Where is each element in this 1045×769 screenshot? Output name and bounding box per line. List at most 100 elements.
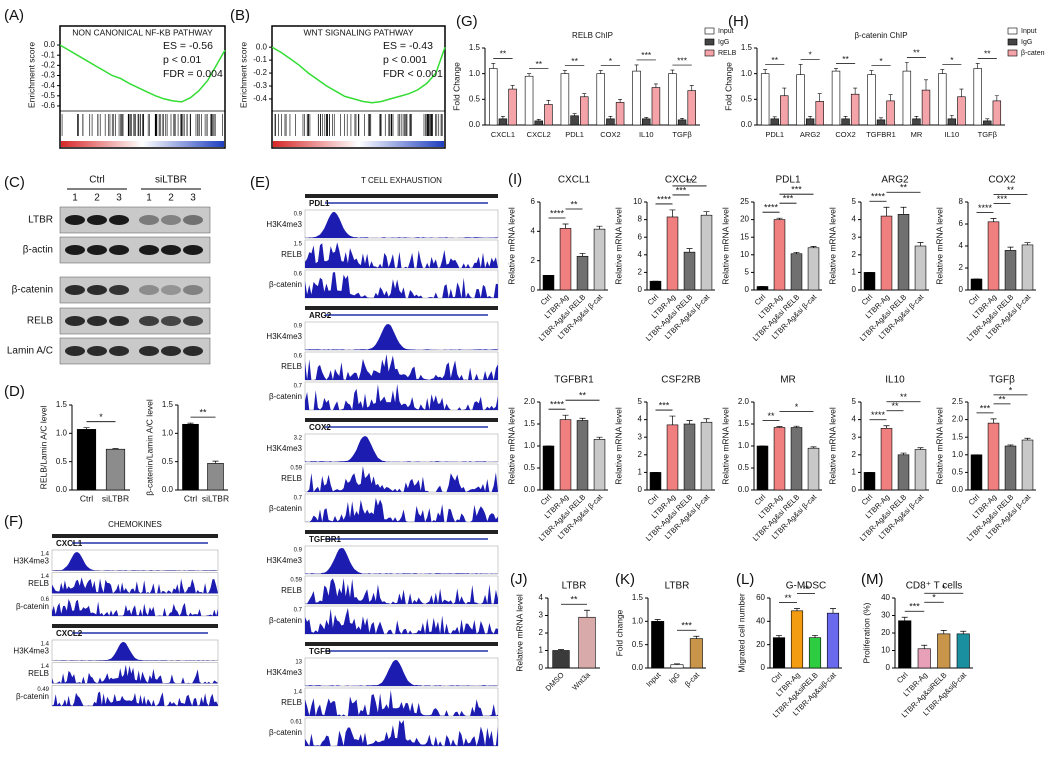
error-bar: [669, 415, 676, 425]
error-bar: [853, 87, 858, 95]
panel-label: (J): [510, 571, 528, 588]
bar: [683, 423, 696, 491]
track-max: 3.2: [294, 436, 303, 442]
sig-label: *: [1009, 385, 1013, 395]
sig-label: **: [900, 392, 908, 402]
sig-label: **: [984, 49, 991, 59]
track-label: RELB: [281, 474, 302, 483]
error-bar: [917, 242, 924, 246]
track-max: 13: [295, 660, 302, 666]
y-tick-label: 5: [852, 197, 857, 206]
track-label: β-catenin: [269, 616, 302, 625]
track-max: 1.4: [41, 664, 50, 670]
y-axis-label: β-catenin/Lamin A/C level: [144, 399, 154, 496]
bar: [826, 612, 840, 669]
bar: [580, 96, 589, 126]
y-tick-label: 40: [756, 616, 765, 625]
y-tick-label: 0.5: [952, 468, 964, 477]
track-max: 0.7: [294, 608, 303, 614]
y-tick-label: 0.0: [56, 485, 68, 494]
bar: [508, 88, 517, 126]
rank-gradient: [61, 141, 224, 147]
x-tick-label: Ctrl: [895, 670, 910, 685]
y-tick-label: 0.0: [524, 485, 536, 494]
sig-label: **: [771, 55, 778, 65]
chart-title: CXCL2: [665, 175, 698, 186]
bar: [534, 120, 543, 126]
y-tick-label: 6: [959, 219, 964, 228]
gene-label: COX2: [309, 423, 331, 432]
bar: [796, 74, 805, 126]
blot-band: [161, 245, 181, 255]
stat-label: FDR = 0.004: [163, 68, 223, 80]
bar: [756, 286, 769, 291]
error-bar: [112, 448, 119, 450]
error-bar: [582, 93, 587, 97]
track-max: 0.7: [294, 384, 303, 390]
chart-title: ARG2: [881, 175, 909, 186]
x-tick-label: IL10: [639, 130, 654, 139]
rank-gradient: [273, 141, 444, 147]
track-max: 0.6: [41, 597, 50, 603]
gene-label: CXCL1: [56, 539, 83, 548]
sig-label: ****: [764, 203, 779, 213]
x-tick-label: TGFβ: [672, 130, 692, 139]
error-bar: [776, 217, 783, 220]
row-label: β-actin: [23, 245, 53, 256]
lane-label: 1: [72, 193, 78, 204]
y-tick-label: -0.1: [253, 55, 267, 64]
error-bar: [670, 69, 675, 74]
error-bar: [562, 70, 567, 74]
error-bar: [883, 425, 890, 429]
y-tick-label: 1.5: [56, 400, 68, 409]
error-bar: [584, 609, 590, 618]
sig-label: ***: [909, 602, 920, 612]
bar: [970, 454, 983, 491]
sig-label: *: [942, 584, 946, 594]
coverage: [305, 436, 498, 462]
blot-band: [87, 215, 107, 225]
y-tick-label: 0: [959, 285, 964, 294]
track-label: β-catenin: [16, 692, 49, 701]
y-axis-label: Fold Change: [451, 62, 461, 111]
bar: [632, 70, 641, 126]
y-tick-label: 0: [761, 663, 766, 672]
row-label: RELB: [27, 316, 53, 327]
sig-label: **: [570, 595, 578, 605]
blot-band: [109, 316, 129, 326]
bar: [576, 420, 589, 491]
error-bar: [782, 87, 787, 96]
y-tick-label: 2.0: [952, 415, 964, 424]
y-tick-label: 2: [539, 628, 544, 637]
sig-label: *: [609, 56, 613, 66]
panel-label: (E): [250, 174, 270, 191]
stat-label: ES = -0.56: [163, 40, 213, 52]
row-label: LTBR: [28, 215, 53, 226]
y-tick-label: 0: [638, 485, 643, 494]
error-bar: [572, 113, 577, 116]
blot-band: [183, 245, 203, 255]
bar: [542, 275, 555, 291]
ruler: [305, 642, 498, 646]
panel-label: (F): [4, 513, 23, 530]
y-tick-label: 0: [531, 285, 536, 294]
y-tick-label: 0.0: [256, 42, 268, 51]
y-axis-label: Relative mRNA level: [613, 407, 623, 485]
error-bar: [869, 70, 874, 75]
bar: [544, 104, 553, 126]
chart-title: TGFβ: [989, 375, 1015, 386]
error-bar: [794, 608, 800, 611]
coverage: [305, 720, 498, 746]
y-axis-label: Relative mRNA level: [827, 407, 837, 485]
x-tick-label: COX2: [835, 130, 855, 139]
panel-label: (B): [230, 7, 250, 24]
y-tick-label: 0.0: [469, 120, 481, 129]
bar: [987, 422, 1000, 491]
y-tick-label: 1: [638, 468, 643, 477]
blot-band: [139, 346, 159, 356]
track-label: β-catenin: [269, 504, 302, 513]
gene-label: TGFBR1: [309, 535, 342, 544]
bar: [770, 118, 779, 126]
tracks-title: CHEMOKINES: [108, 520, 162, 529]
y-tick-label: 2: [638, 268, 643, 277]
